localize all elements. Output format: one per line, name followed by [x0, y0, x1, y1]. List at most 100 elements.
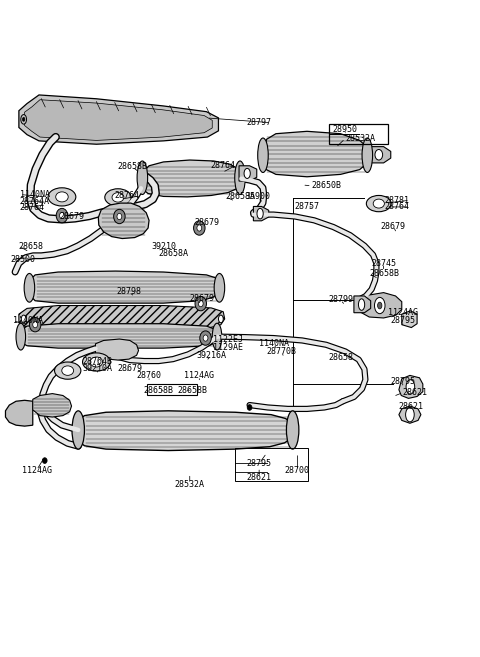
Polygon shape: [239, 166, 257, 181]
Text: 28658B: 28658B: [117, 162, 147, 171]
Ellipse shape: [31, 319, 37, 327]
Ellipse shape: [60, 212, 64, 219]
Text: 1122EJ: 1122EJ: [213, 336, 243, 344]
Text: 28621: 28621: [247, 473, 272, 482]
Ellipse shape: [193, 221, 205, 235]
Ellipse shape: [55, 362, 81, 379]
Text: 28745: 28745: [371, 259, 396, 268]
Text: 1140NA: 1140NA: [259, 339, 288, 348]
Ellipse shape: [195, 296, 206, 311]
Text: 28658B: 28658B: [369, 269, 399, 279]
Text: 28679: 28679: [381, 221, 406, 231]
Ellipse shape: [406, 407, 414, 422]
Text: 28679: 28679: [194, 217, 219, 227]
Polygon shape: [354, 296, 371, 313]
Polygon shape: [253, 206, 269, 221]
Polygon shape: [33, 394, 72, 417]
Ellipse shape: [406, 380, 415, 394]
Text: 1'40NA: 1'40NA: [12, 316, 43, 325]
Ellipse shape: [257, 208, 263, 219]
Ellipse shape: [117, 214, 122, 219]
Text: 28798: 28798: [117, 287, 142, 296]
Bar: [328, 124, 388, 144]
Polygon shape: [260, 131, 368, 177]
Ellipse shape: [137, 161, 148, 194]
Text: 39210A: 39210A: [83, 364, 112, 373]
Text: 28950: 28950: [333, 125, 358, 135]
Text: 28532A: 28532A: [345, 134, 375, 143]
Ellipse shape: [197, 225, 202, 231]
Ellipse shape: [105, 189, 131, 206]
Text: 28658A: 28658A: [226, 193, 256, 202]
Text: 1129AE: 1129AE: [213, 343, 243, 351]
Ellipse shape: [214, 273, 225, 302]
Ellipse shape: [362, 138, 372, 173]
Text: 28764: 28764: [20, 204, 45, 212]
Ellipse shape: [212, 323, 222, 350]
Text: 28795: 28795: [247, 459, 272, 468]
Ellipse shape: [200, 331, 211, 345]
Ellipse shape: [21, 114, 26, 124]
Ellipse shape: [90, 357, 103, 367]
Text: 39216A: 39216A: [196, 351, 226, 360]
Ellipse shape: [62, 366, 73, 375]
Ellipse shape: [83, 353, 110, 371]
Text: 28679: 28679: [118, 364, 143, 373]
Polygon shape: [399, 406, 421, 423]
Polygon shape: [140, 160, 241, 197]
Text: 28757: 28757: [295, 202, 320, 212]
Text: 28760: 28760: [137, 371, 162, 380]
Text: 28658B: 28658B: [177, 386, 207, 395]
Text: 1124AG: 1124AG: [388, 307, 418, 317]
Polygon shape: [98, 203, 149, 238]
Polygon shape: [360, 292, 402, 318]
Text: 28764A: 28764A: [20, 196, 50, 206]
Ellipse shape: [48, 188, 76, 206]
Text: 28500: 28500: [10, 255, 35, 264]
Text: 28764B: 28764B: [83, 357, 112, 365]
Ellipse shape: [56, 208, 68, 223]
Text: 39210: 39210: [151, 242, 176, 251]
Ellipse shape: [258, 138, 268, 173]
Text: 35900: 35900: [246, 193, 271, 202]
Polygon shape: [19, 95, 218, 145]
Text: 28658B: 28658B: [144, 386, 174, 395]
Ellipse shape: [218, 315, 223, 323]
Text: 28650B: 28650B: [312, 181, 342, 191]
Text: 28797: 28797: [246, 118, 271, 127]
Text: 28532A: 28532A: [175, 480, 205, 489]
Text: 28799: 28799: [328, 295, 353, 304]
Text: 28679: 28679: [59, 212, 84, 221]
Polygon shape: [402, 311, 417, 328]
Ellipse shape: [235, 161, 245, 194]
Text: 28764: 28764: [385, 202, 410, 212]
Ellipse shape: [244, 168, 250, 179]
Ellipse shape: [56, 192, 68, 202]
Text: 28770B: 28770B: [266, 347, 297, 356]
Polygon shape: [19, 306, 225, 330]
Polygon shape: [367, 147, 391, 163]
Ellipse shape: [378, 302, 382, 309]
Ellipse shape: [29, 317, 41, 332]
Ellipse shape: [33, 321, 37, 328]
Polygon shape: [24, 100, 212, 141]
Bar: [235, 448, 308, 481]
Ellipse shape: [114, 210, 125, 223]
Polygon shape: [18, 324, 218, 348]
Ellipse shape: [366, 195, 391, 212]
Polygon shape: [96, 339, 139, 360]
Text: 1140NA: 1140NA: [20, 190, 50, 199]
Ellipse shape: [21, 315, 26, 323]
Ellipse shape: [16, 323, 25, 350]
Ellipse shape: [375, 150, 383, 160]
Ellipse shape: [72, 411, 84, 449]
Text: 28621: 28621: [399, 401, 424, 411]
Text: 28658: 28658: [19, 242, 44, 251]
Ellipse shape: [359, 299, 365, 310]
Ellipse shape: [198, 300, 203, 307]
Ellipse shape: [247, 405, 252, 411]
Text: 1124AG: 1124AG: [184, 371, 214, 380]
Ellipse shape: [112, 193, 124, 202]
Ellipse shape: [42, 458, 47, 463]
Ellipse shape: [374, 298, 385, 313]
